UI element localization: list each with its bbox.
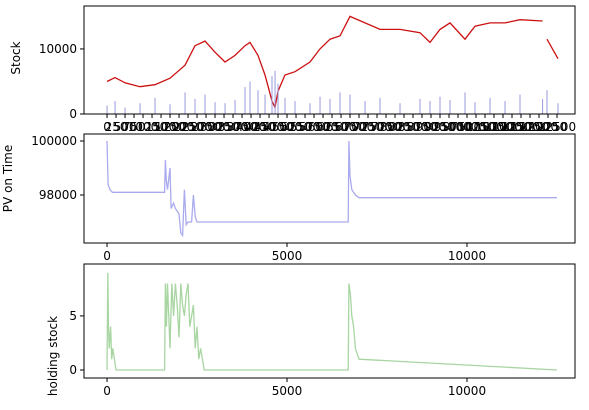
x-tick-label: 10750	[475, 120, 513, 134]
x-tick-label: 6500	[326, 120, 357, 134]
y-tick-label: 98000	[39, 188, 77, 202]
x-tick-label: 6000	[308, 120, 339, 134]
y-axis-label: PV on Time	[1, 145, 15, 212]
x-tick-label: 9500	[434, 120, 465, 134]
x-tick-label: 5500	[290, 120, 321, 134]
x-tick-label: 7000	[344, 120, 375, 134]
x-tick-label: 9750	[443, 120, 474, 134]
x-tick-label: 11500	[502, 120, 540, 134]
x-tick-label: 7250	[353, 120, 384, 134]
x-tick-label: 10500	[466, 120, 504, 134]
x-tick-label: 6250	[317, 120, 348, 134]
x-tick-label: 3750	[227, 120, 258, 134]
y-tick-label: 5	[69, 309, 77, 323]
y-tick-label: 0	[69, 107, 77, 121]
x-tick-label: 7500	[362, 120, 393, 134]
x-tick-label: 10000	[448, 249, 486, 263]
x-tick-label: 11000	[484, 120, 522, 134]
x-tick-label: 250	[105, 120, 128, 134]
x-tick-label: 4750	[263, 120, 294, 134]
x-tick-label: 750	[123, 120, 146, 134]
x-tick-label: 0	[103, 384, 111, 398]
axes-frame	[83, 263, 576, 379]
x-tick-label: 5000	[272, 120, 303, 134]
data-line	[106, 272, 558, 371]
x-tick-label: 2250	[173, 120, 204, 134]
x-tick-label: 12500	[538, 120, 576, 134]
x-tick-label: 0	[103, 120, 111, 134]
x-tick-label: 7750	[371, 120, 402, 134]
x-tick-label: 12250	[529, 120, 567, 134]
data-line	[106, 15, 559, 110]
x-tick-label: 5000	[272, 249, 303, 263]
x-tick-label: 1000	[128, 120, 159, 134]
axes-frame	[83, 5, 576, 115]
x-tick-label: 8000	[380, 120, 411, 134]
x-tick-label: 9000	[416, 120, 447, 134]
x-tick-label: 8250	[389, 120, 420, 134]
x-tick-label: 4500	[254, 120, 285, 134]
x-tick-label: 10000	[448, 384, 486, 398]
y-axis-label: holding stock	[46, 316, 60, 396]
x-tick-label: 5000	[272, 384, 303, 398]
x-tick-label: 8750	[407, 120, 438, 134]
y-tick-label: 100000	[31, 134, 77, 148]
data-line	[106, 140, 557, 238]
x-tick-label: 2750	[191, 120, 222, 134]
x-tick-label: 11250	[493, 120, 531, 134]
x-tick-label: 2500	[182, 120, 213, 134]
x-tick-label: 6750	[335, 120, 366, 134]
x-tick-label: 4000	[236, 120, 267, 134]
x-tick-label: 500	[114, 120, 137, 134]
x-tick-label: 2000	[164, 120, 195, 134]
x-tick-label: 4250	[245, 120, 276, 134]
y-tick-label: 10000	[39, 42, 77, 56]
x-tick-label: 1750	[155, 120, 186, 134]
y-axis-label: Stock	[9, 41, 23, 74]
x-tick-label: 1250	[137, 120, 168, 134]
x-tick-label: 10000	[448, 120, 486, 134]
x-tick-label: 12000	[520, 120, 558, 134]
x-tick-label: 8500	[398, 120, 429, 134]
x-tick-label: 3500	[218, 120, 249, 134]
x-tick-label: 0	[103, 249, 111, 263]
x-tick-label: 10250	[457, 120, 495, 134]
x-tick-label: 5750	[299, 120, 330, 134]
x-tick-label: 9250	[425, 120, 456, 134]
x-tick-label: 1500	[146, 120, 177, 134]
x-tick-label: 5250	[281, 120, 312, 134]
axes-frame	[83, 133, 576, 244]
x-tick-label: 11750	[511, 120, 549, 134]
x-tick-label: 3000	[200, 120, 231, 134]
y-tick-label: 0	[69, 363, 77, 377]
x-tick-label: 3250	[209, 120, 240, 134]
